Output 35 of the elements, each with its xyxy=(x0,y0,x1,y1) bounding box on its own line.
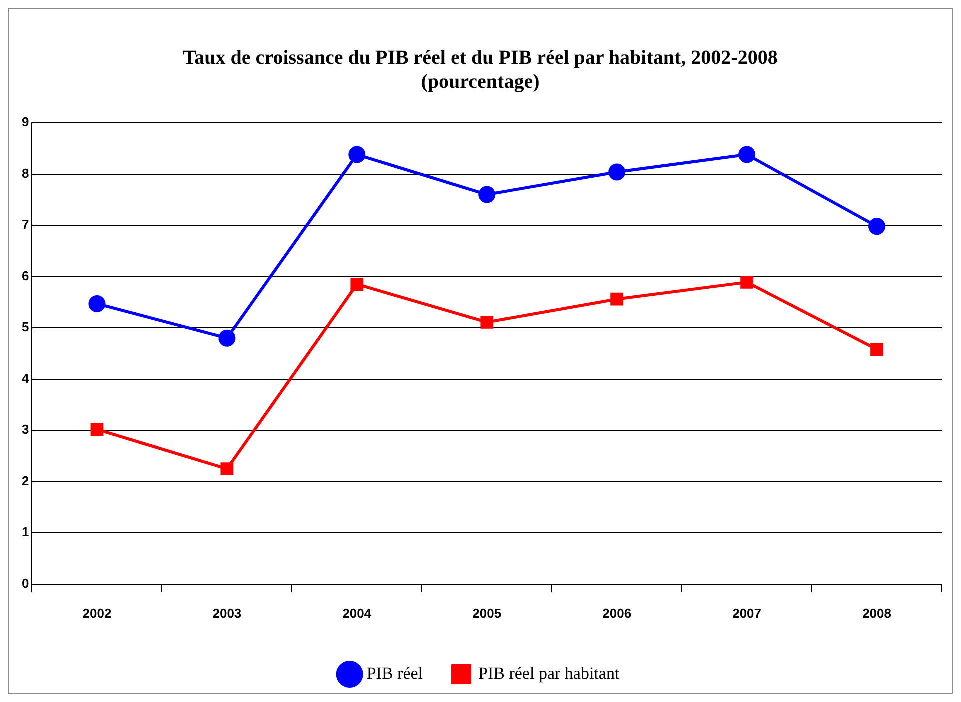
y-tick-label: 7 xyxy=(22,217,30,232)
point xyxy=(740,276,754,289)
y-tick-label: 2 xyxy=(22,473,30,488)
y-tick-label: 6 xyxy=(22,268,30,284)
point xyxy=(348,146,366,164)
point xyxy=(870,343,884,356)
y-tick-label: 4 xyxy=(22,370,30,386)
y-tick-label: 1 xyxy=(22,524,30,540)
y-tick-label: 5 xyxy=(22,320,30,335)
point xyxy=(218,330,236,347)
y-tick-label: 3 xyxy=(22,422,30,438)
point xyxy=(868,218,886,236)
x-tick-label: 2002 xyxy=(82,606,112,621)
point xyxy=(738,146,756,164)
x-tick-label: 2007 xyxy=(732,606,762,621)
legend-label: PIB réel xyxy=(366,664,424,683)
chart-subtitle: (pourcentage) xyxy=(421,71,540,94)
point xyxy=(480,316,494,329)
legend-label: PIB réel par habitant xyxy=(478,664,620,683)
point xyxy=(350,278,364,291)
x-tick-label: 2006 xyxy=(602,606,632,621)
y-tick-label: 8 xyxy=(22,166,30,181)
x-tick-label: 2004 xyxy=(342,606,372,621)
point xyxy=(478,186,496,204)
point xyxy=(220,462,234,476)
chart-title: Taux de croissance du PIB réel et du PIB réel par habitant, 2002-2008 xyxy=(183,47,778,70)
point xyxy=(90,423,104,436)
x-tick-label: 2005 xyxy=(472,606,502,621)
x-tick-label: 2003 xyxy=(212,606,242,621)
y-tick-label: 9 xyxy=(22,114,30,130)
point xyxy=(88,295,106,312)
point xyxy=(608,164,626,181)
x-tick-label: 2008 xyxy=(862,606,892,621)
y-tick-label: 0 xyxy=(22,576,30,591)
point xyxy=(610,292,624,306)
